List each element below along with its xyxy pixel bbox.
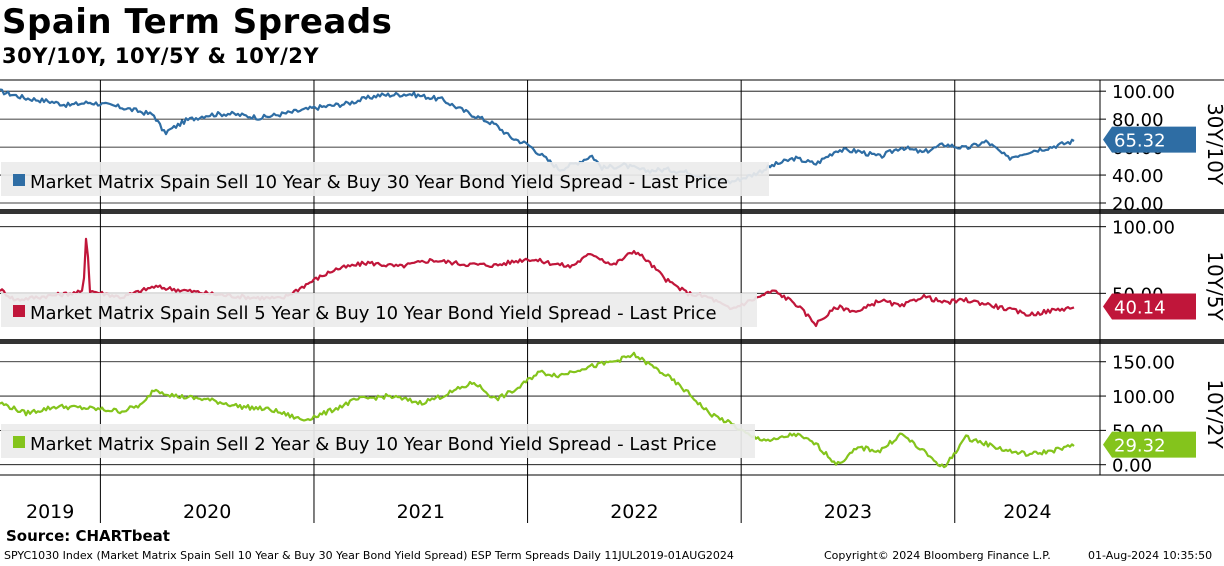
panel-divider bbox=[0, 339, 1224, 344]
y-tick-label: 80.00 bbox=[1112, 110, 1164, 131]
y-tick-label: 100.00 bbox=[1112, 387, 1175, 408]
y-tick-label: 100.00 bbox=[1112, 218, 1175, 239]
legend-swatch bbox=[13, 174, 25, 186]
y-tick-label: 20.00 bbox=[1112, 194, 1164, 215]
y-tick-label: 100.00 bbox=[1112, 82, 1175, 103]
source-note: Source: CHARTbeat bbox=[6, 527, 170, 545]
legend-box bbox=[1, 293, 757, 327]
year-label: 2023 bbox=[824, 501, 872, 523]
last-value-marker bbox=[1103, 126, 1196, 153]
series-line bbox=[0, 237, 1075, 328]
series-line bbox=[0, 88, 1075, 185]
y-tick-label: 150.00 bbox=[1112, 353, 1175, 374]
legend-swatch bbox=[13, 436, 25, 448]
series-line bbox=[0, 351, 1075, 469]
last-value-marker bbox=[1103, 293, 1196, 320]
year-label: 2022 bbox=[610, 501, 658, 523]
year-label: 2024 bbox=[1003, 501, 1051, 523]
footer-description: SPYC1030 Index (Market Matrix Spain Sell… bbox=[4, 549, 734, 562]
y-tick-label: 0.00 bbox=[1112, 456, 1152, 477]
year-label: 2020 bbox=[183, 501, 231, 523]
last-value-marker bbox=[1103, 431, 1196, 458]
legend-label: Market Matrix Spain Sell 5 Year & Buy 10… bbox=[30, 303, 717, 324]
legend-label: Market Matrix Spain Sell 2 Year & Buy 10… bbox=[30, 434, 717, 455]
year-label: 2019 bbox=[26, 501, 74, 523]
year-label: 2021 bbox=[397, 501, 445, 523]
last-value-label: 29.32 bbox=[1114, 436, 1166, 457]
panel-label: 10Y/2Y bbox=[1203, 379, 1224, 449]
last-value-label: 65.32 bbox=[1114, 131, 1166, 152]
footer-copyright: Copyright© 2024 Bloomberg Finance L.P. bbox=[824, 549, 1051, 562]
legend-box bbox=[1, 424, 755, 458]
chart-title: Spain Term Spreads bbox=[2, 2, 393, 42]
legend-swatch bbox=[13, 305, 25, 317]
legend-box bbox=[1, 162, 769, 196]
y-tick-label: 40.00 bbox=[1112, 166, 1164, 187]
chart-subtitle: 30Y/10Y, 10Y/5Y & 10Y/2Y bbox=[2, 44, 320, 68]
legend-label: Market Matrix Spain Sell 10 Year & Buy 3… bbox=[30, 172, 728, 193]
panel-label: 30Y/10Y bbox=[1203, 103, 1224, 186]
footer-timestamp: 01-Aug-2024 10:35:50 bbox=[1088, 549, 1213, 562]
panel-divider bbox=[0, 209, 1224, 214]
last-value-label: 40.14 bbox=[1114, 297, 1166, 318]
panel-label: 10Y/5Y bbox=[1203, 251, 1224, 321]
